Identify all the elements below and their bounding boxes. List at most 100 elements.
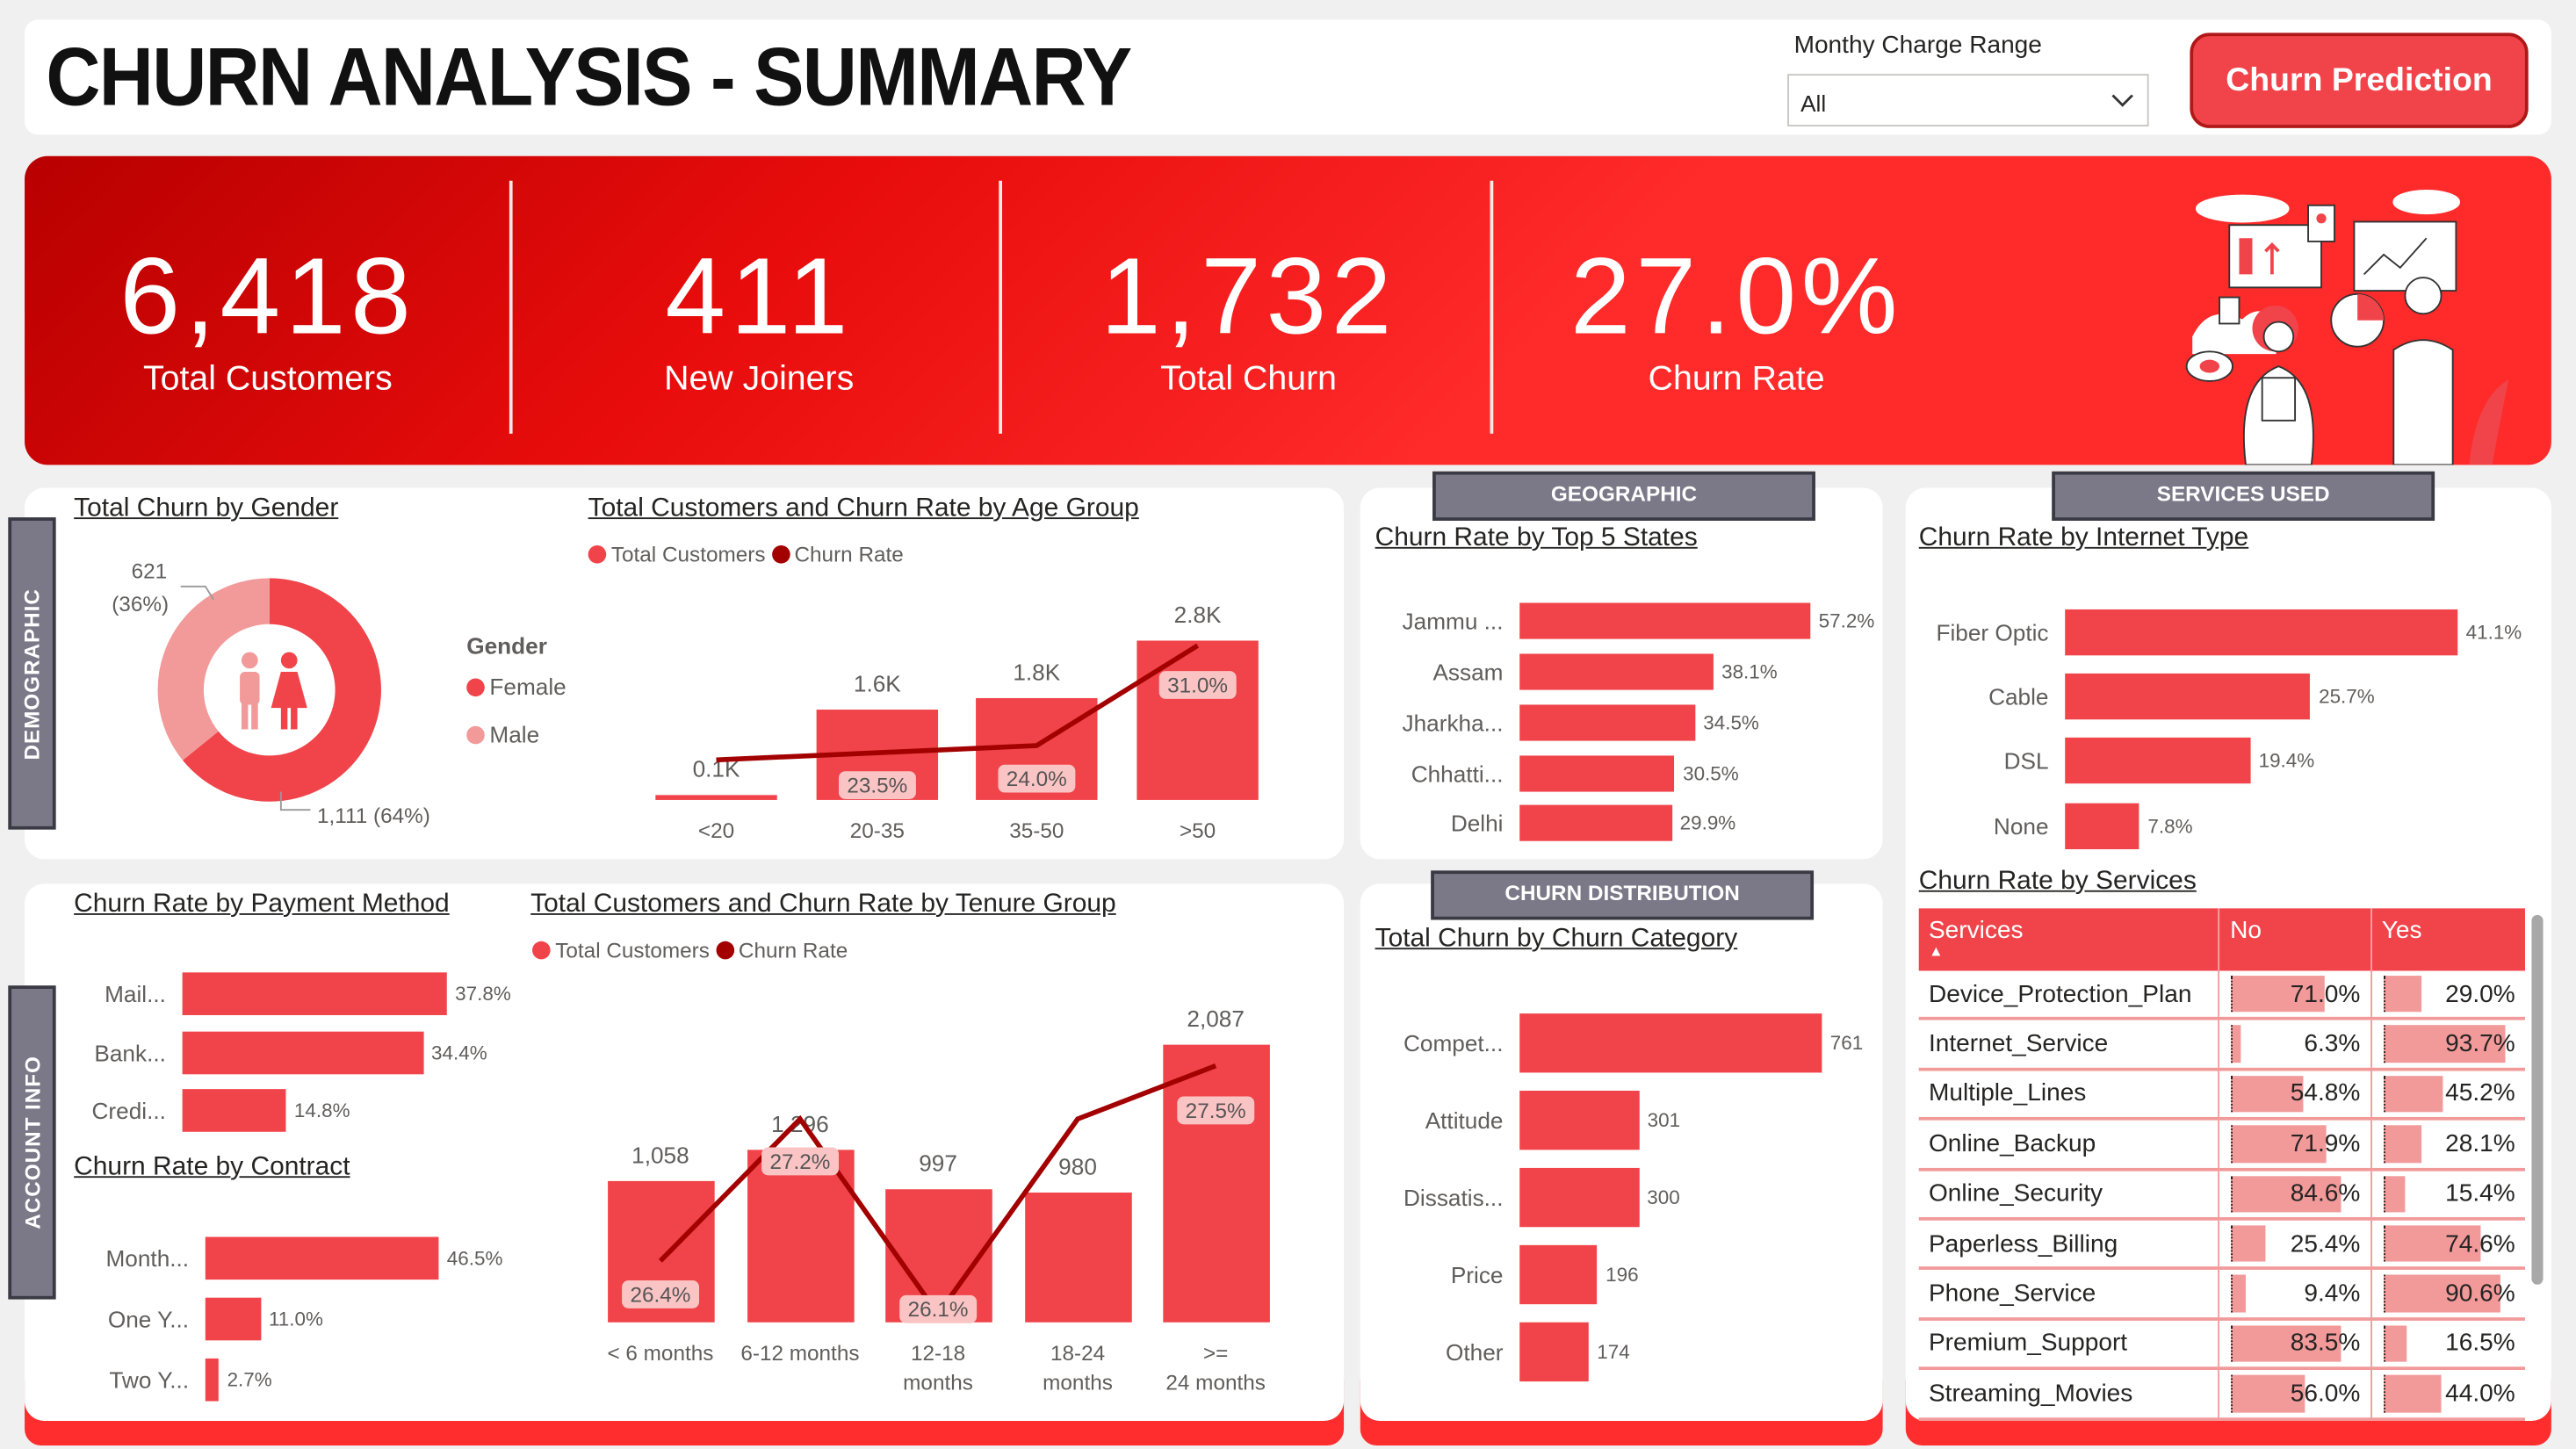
service-name: Paperless_Billing	[1918, 1218, 2220, 1271]
table-row[interactable]: Online_Backup 71.9% 28.1%	[1918, 1119, 2525, 1171]
data-bar	[2232, 1225, 2266, 1263]
services-table-title: Churn Rate by Services	[1918, 867, 2197, 896]
data-label: 41.1%	[2465, 621, 2522, 645]
column-header-services[interactable]: Services ▲	[1918, 908, 2220, 971]
service-name: Internet_Service	[1918, 1019, 2220, 1071]
column-header-no[interactable]: No	[2219, 908, 2372, 971]
data-bar	[2232, 1374, 2305, 1412]
legend-female[interactable]: Female	[466, 674, 566, 700]
yes-cell: 15.4%	[2370, 1168, 2525, 1221]
donut-slice-female[interactable]	[183, 578, 381, 802]
male-dot-icon	[466, 725, 485, 745]
data-label: 301	[1647, 1108, 1681, 1132]
bar-contract	[205, 1358, 220, 1402]
data-label: 11.0%	[268, 1307, 323, 1331]
yes-cell: 93.7%	[2370, 1019, 2525, 1071]
legend-label: Total Customers	[610, 542, 766, 567]
column-header-yes[interactable]: Yes	[2370, 908, 2525, 971]
data-label: 174	[1597, 1340, 1630, 1364]
table-row[interactable]: Premium_Support 83.5% 16.5%	[1918, 1318, 2525, 1371]
category-label: Jammu ...	[1402, 608, 1504, 635]
charge-range-dropdown[interactable]: All	[1787, 74, 2149, 127]
table-row[interactable]: Online_Security 84.6% 15.4%	[1918, 1168, 2525, 1221]
churn-rate-label: 24.0%	[998, 764, 1076, 793]
filter-label: Monthy Charge Range	[1793, 31, 2042, 60]
category-label: Assam	[1432, 659, 1504, 685]
table-row[interactable]: Streaming_Movies 56.0% 44.0%	[1918, 1368, 2525, 1421]
legend-male[interactable]: Male	[466, 721, 539, 747]
kpi-label: New Joiners	[664, 359, 855, 398]
churn-rate-dot-icon	[715, 941, 734, 960]
kpi-label: Total Customers	[142, 359, 393, 398]
bar-internet	[2065, 803, 2140, 850]
data-bar	[2232, 1324, 2341, 1362]
cell-value: 15.4%	[2445, 1179, 2515, 1208]
contract-chart-title: Churn Rate by Contract	[74, 1153, 350, 1181]
data-bar	[2232, 1025, 2242, 1063]
no-cell: 83.5%	[2219, 1318, 2372, 1371]
category-label: Attitude	[1425, 1107, 1504, 1134]
yes-cell: 28.1%	[2370, 1119, 2525, 1171]
table-row[interactable]: Multiple_Lines 54.8% 45.2%	[1918, 1069, 2525, 1121]
kpi-value: 6,418	[119, 234, 416, 357]
data-label: 761	[1829, 1031, 1864, 1055]
table-scrollbar[interactable]	[2531, 914, 2544, 1285]
donut-slice-male[interactable]	[157, 578, 270, 761]
x-axis-label: 35-50	[1009, 818, 1064, 843]
data-bar	[2383, 1324, 2406, 1362]
category-label: Mail...	[105, 980, 166, 1007]
payment-chart-title: Churn Rate by Payment Method	[74, 890, 450, 919]
data-label: 30.5%	[1683, 761, 1739, 786]
table-row[interactable]: Internet_Service 6.3% 93.7%	[1918, 1019, 2525, 1071]
account-info-tab: ACCOUNT INFO	[8, 985, 56, 1300]
chevron-down-icon	[2111, 94, 2133, 107]
bar-total-customers	[1024, 1192, 1131, 1323]
category-label: Jharkha...	[1402, 710, 1504, 736]
cell-value: 16.5%	[2445, 1330, 2515, 1358]
cell-value: 54.8%	[2290, 1079, 2361, 1108]
table-row[interactable]: Device_Protection_Plan 71.0% 29.0%	[1918, 970, 2525, 1021]
bar-states	[1519, 804, 1672, 841]
yes-cell: 90.6%	[2370, 1268, 2525, 1321]
kpi-divider	[999, 180, 1003, 434]
cell-value: 45.2%	[2445, 1079, 2515, 1108]
no-cell: 54.8%	[2219, 1069, 2372, 1121]
data-label: 14.8%	[293, 1099, 350, 1122]
yes-cell: 16.5%	[2370, 1318, 2525, 1371]
churn-rate-label: 23.5%	[839, 771, 916, 800]
no-cell: 9.4%	[2219, 1268, 2372, 1321]
bar-value-label: 2.8K	[1173, 601, 1222, 628]
category-label: None	[1993, 812, 2049, 840]
cell-value: 74.6%	[2445, 1229, 2515, 1258]
churn-rate-label: 27.2%	[761, 1147, 839, 1176]
cell-value: 71.9%	[2290, 1129, 2361, 1158]
data-bar	[2232, 976, 2325, 1013]
service-name: Streaming_Movies	[1918, 1368, 2220, 1421]
bar-total-customers	[655, 794, 777, 800]
kpi-new-joiners: 411 New Joiners	[516, 238, 1002, 399]
services-table: Services ▲ No Yes Device_Protection_Plan 7…	[1918, 908, 2525, 1421]
bar-value-label: 2,087	[1187, 1005, 1245, 1032]
kpi-band	[25, 155, 2551, 465]
data-bar	[2383, 1125, 2421, 1163]
churn-rate-label: 26.1%	[899, 1294, 977, 1323]
bar-payment	[182, 972, 447, 1015]
service-name: Online_Security	[1918, 1168, 2220, 1221]
table-row[interactable]: Phone_Service 9.4% 90.6%	[1918, 1268, 2525, 1321]
table-row[interactable]: Paperless_Billing 25.4% 74.6%	[1918, 1218, 2525, 1271]
bar-internet	[2065, 737, 2251, 784]
tenure-legend: Total Customers Churn Rate	[532, 938, 848, 962]
bar-total-customers	[747, 1150, 854, 1323]
churn-prediction-button[interactable]: Churn Prediction	[2190, 32, 2529, 128]
data-label: 37.8%	[455, 982, 511, 1006]
leader-lines	[180, 585, 311, 811]
cell-value: 29.0%	[2445, 980, 2515, 1008]
kpi-value: 1,732	[1100, 234, 1397, 357]
no-cell: 71.0%	[2219, 970, 2372, 1021]
male-value-label: 621	[131, 558, 168, 584]
data-label: 34.5%	[1703, 710, 1759, 735]
kpi-divider	[1490, 180, 1494, 434]
tenure-chart-title: Total Customers and Churn Rate by Tenure…	[530, 890, 1116, 919]
male-female-icon	[240, 652, 307, 730]
